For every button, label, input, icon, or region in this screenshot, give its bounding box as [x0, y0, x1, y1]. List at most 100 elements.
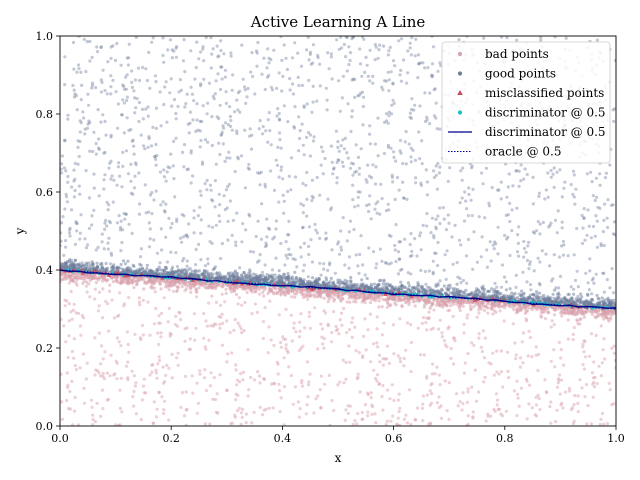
scatter-point	[179, 405, 183, 409]
scatter-point	[465, 400, 469, 404]
scatter-point	[196, 214, 200, 218]
scatter-point	[441, 206, 445, 210]
scatter-point	[337, 47, 341, 51]
scatter-point	[209, 282, 213, 286]
scatter-point	[475, 315, 479, 319]
scatter-point	[234, 368, 238, 372]
scatter-point	[372, 368, 376, 372]
scatter-point	[407, 142, 411, 146]
scatter-point	[146, 145, 150, 149]
scatter-point	[538, 283, 542, 287]
scatter-point	[333, 271, 337, 275]
scatter-point	[127, 222, 131, 226]
scatter-point	[326, 322, 330, 326]
scatter-point	[365, 203, 369, 208]
scatter-point	[167, 306, 171, 310]
scatter-point	[393, 301, 397, 305]
scatter-point	[597, 364, 601, 368]
scatter-point	[76, 274, 80, 278]
scatter-point	[154, 163, 158, 167]
scatter-point	[429, 383, 433, 387]
scatter-point	[571, 421, 576, 426]
scatter-point	[582, 207, 586, 211]
scatter-point	[310, 194, 314, 198]
scatter-point	[598, 422, 602, 426]
scatter-point	[125, 116, 129, 120]
scatter-point	[351, 173, 355, 177]
scatter-point	[168, 91, 172, 95]
scatter-point	[182, 165, 186, 169]
scatter-point	[461, 278, 465, 283]
scatter-point	[195, 102, 199, 106]
scatter-point	[108, 221, 112, 225]
scatter-point	[132, 152, 136, 156]
scatter-point	[382, 321, 386, 325]
scatter-point	[266, 226, 271, 230]
scatter-point	[76, 423, 81, 426]
scatter-point	[103, 119, 107, 124]
scatter-point	[505, 36, 509, 40]
scatter-point	[220, 312, 224, 316]
scatter-point	[340, 311, 344, 315]
scatter-point	[432, 114, 437, 118]
scatter-point	[199, 193, 203, 197]
scatter-point	[519, 386, 524, 390]
scatter-point	[231, 73, 235, 77]
scatter-point	[204, 319, 208, 323]
scatter-point	[241, 222, 245, 226]
scatter-point	[370, 412, 374, 416]
scatter-point	[439, 416, 444, 420]
scatter-point	[451, 314, 455, 318]
scatter-point	[561, 239, 566, 243]
scatter-point	[423, 91, 427, 95]
scatter-point	[305, 170, 309, 175]
scatter-point	[65, 385, 70, 389]
scatter-point	[341, 216, 345, 220]
scatter-point	[174, 117, 178, 121]
scatter-point	[308, 154, 312, 158]
scatter-point	[258, 374, 262, 378]
scatter-point	[417, 130, 421, 134]
scatter-point	[215, 392, 219, 396]
scatter-point	[384, 79, 388, 83]
scatter-point	[594, 272, 598, 276]
scatter-point	[387, 361, 392, 365]
scatter-point	[246, 394, 250, 398]
scatter-point	[105, 92, 109, 96]
scatter-point	[296, 75, 300, 79]
scatter-point	[522, 177, 526, 181]
scatter-point	[292, 326, 296, 330]
scatter-point	[508, 253, 512, 258]
scatter-point	[282, 104, 286, 108]
scatter-point	[559, 403, 563, 407]
scatter-point	[170, 104, 174, 108]
scatter-point	[592, 281, 596, 285]
scatter-point	[255, 310, 259, 314]
scatter-point	[313, 295, 317, 299]
scatter-point	[236, 108, 240, 112]
scatter-point	[279, 345, 283, 349]
scatter-point	[544, 188, 549, 192]
scatter-point	[76, 145, 80, 149]
scatter-point	[291, 402, 295, 406]
scatter-point	[321, 172, 325, 176]
scatter-point	[164, 202, 168, 206]
scatter-point	[189, 49, 193, 53]
scatter-point	[205, 188, 209, 192]
scatter-point	[467, 192, 471, 196]
scatter-point	[472, 305, 476, 309]
scatter-point	[391, 81, 395, 85]
scatter-point	[137, 278, 141, 283]
scatter-point	[455, 392, 459, 396]
scatter-point	[482, 36, 486, 40]
scatter-point	[175, 356, 179, 360]
scatter-point	[106, 397, 111, 401]
scatter-point	[239, 422, 243, 426]
scatter-point	[573, 202, 577, 206]
scatter-point	[573, 394, 577, 398]
scatter-point	[146, 105, 150, 109]
scatter-point	[443, 343, 448, 347]
scatter-point	[534, 306, 538, 310]
scatter-point	[142, 144, 146, 148]
scatter-point	[495, 349, 499, 353]
